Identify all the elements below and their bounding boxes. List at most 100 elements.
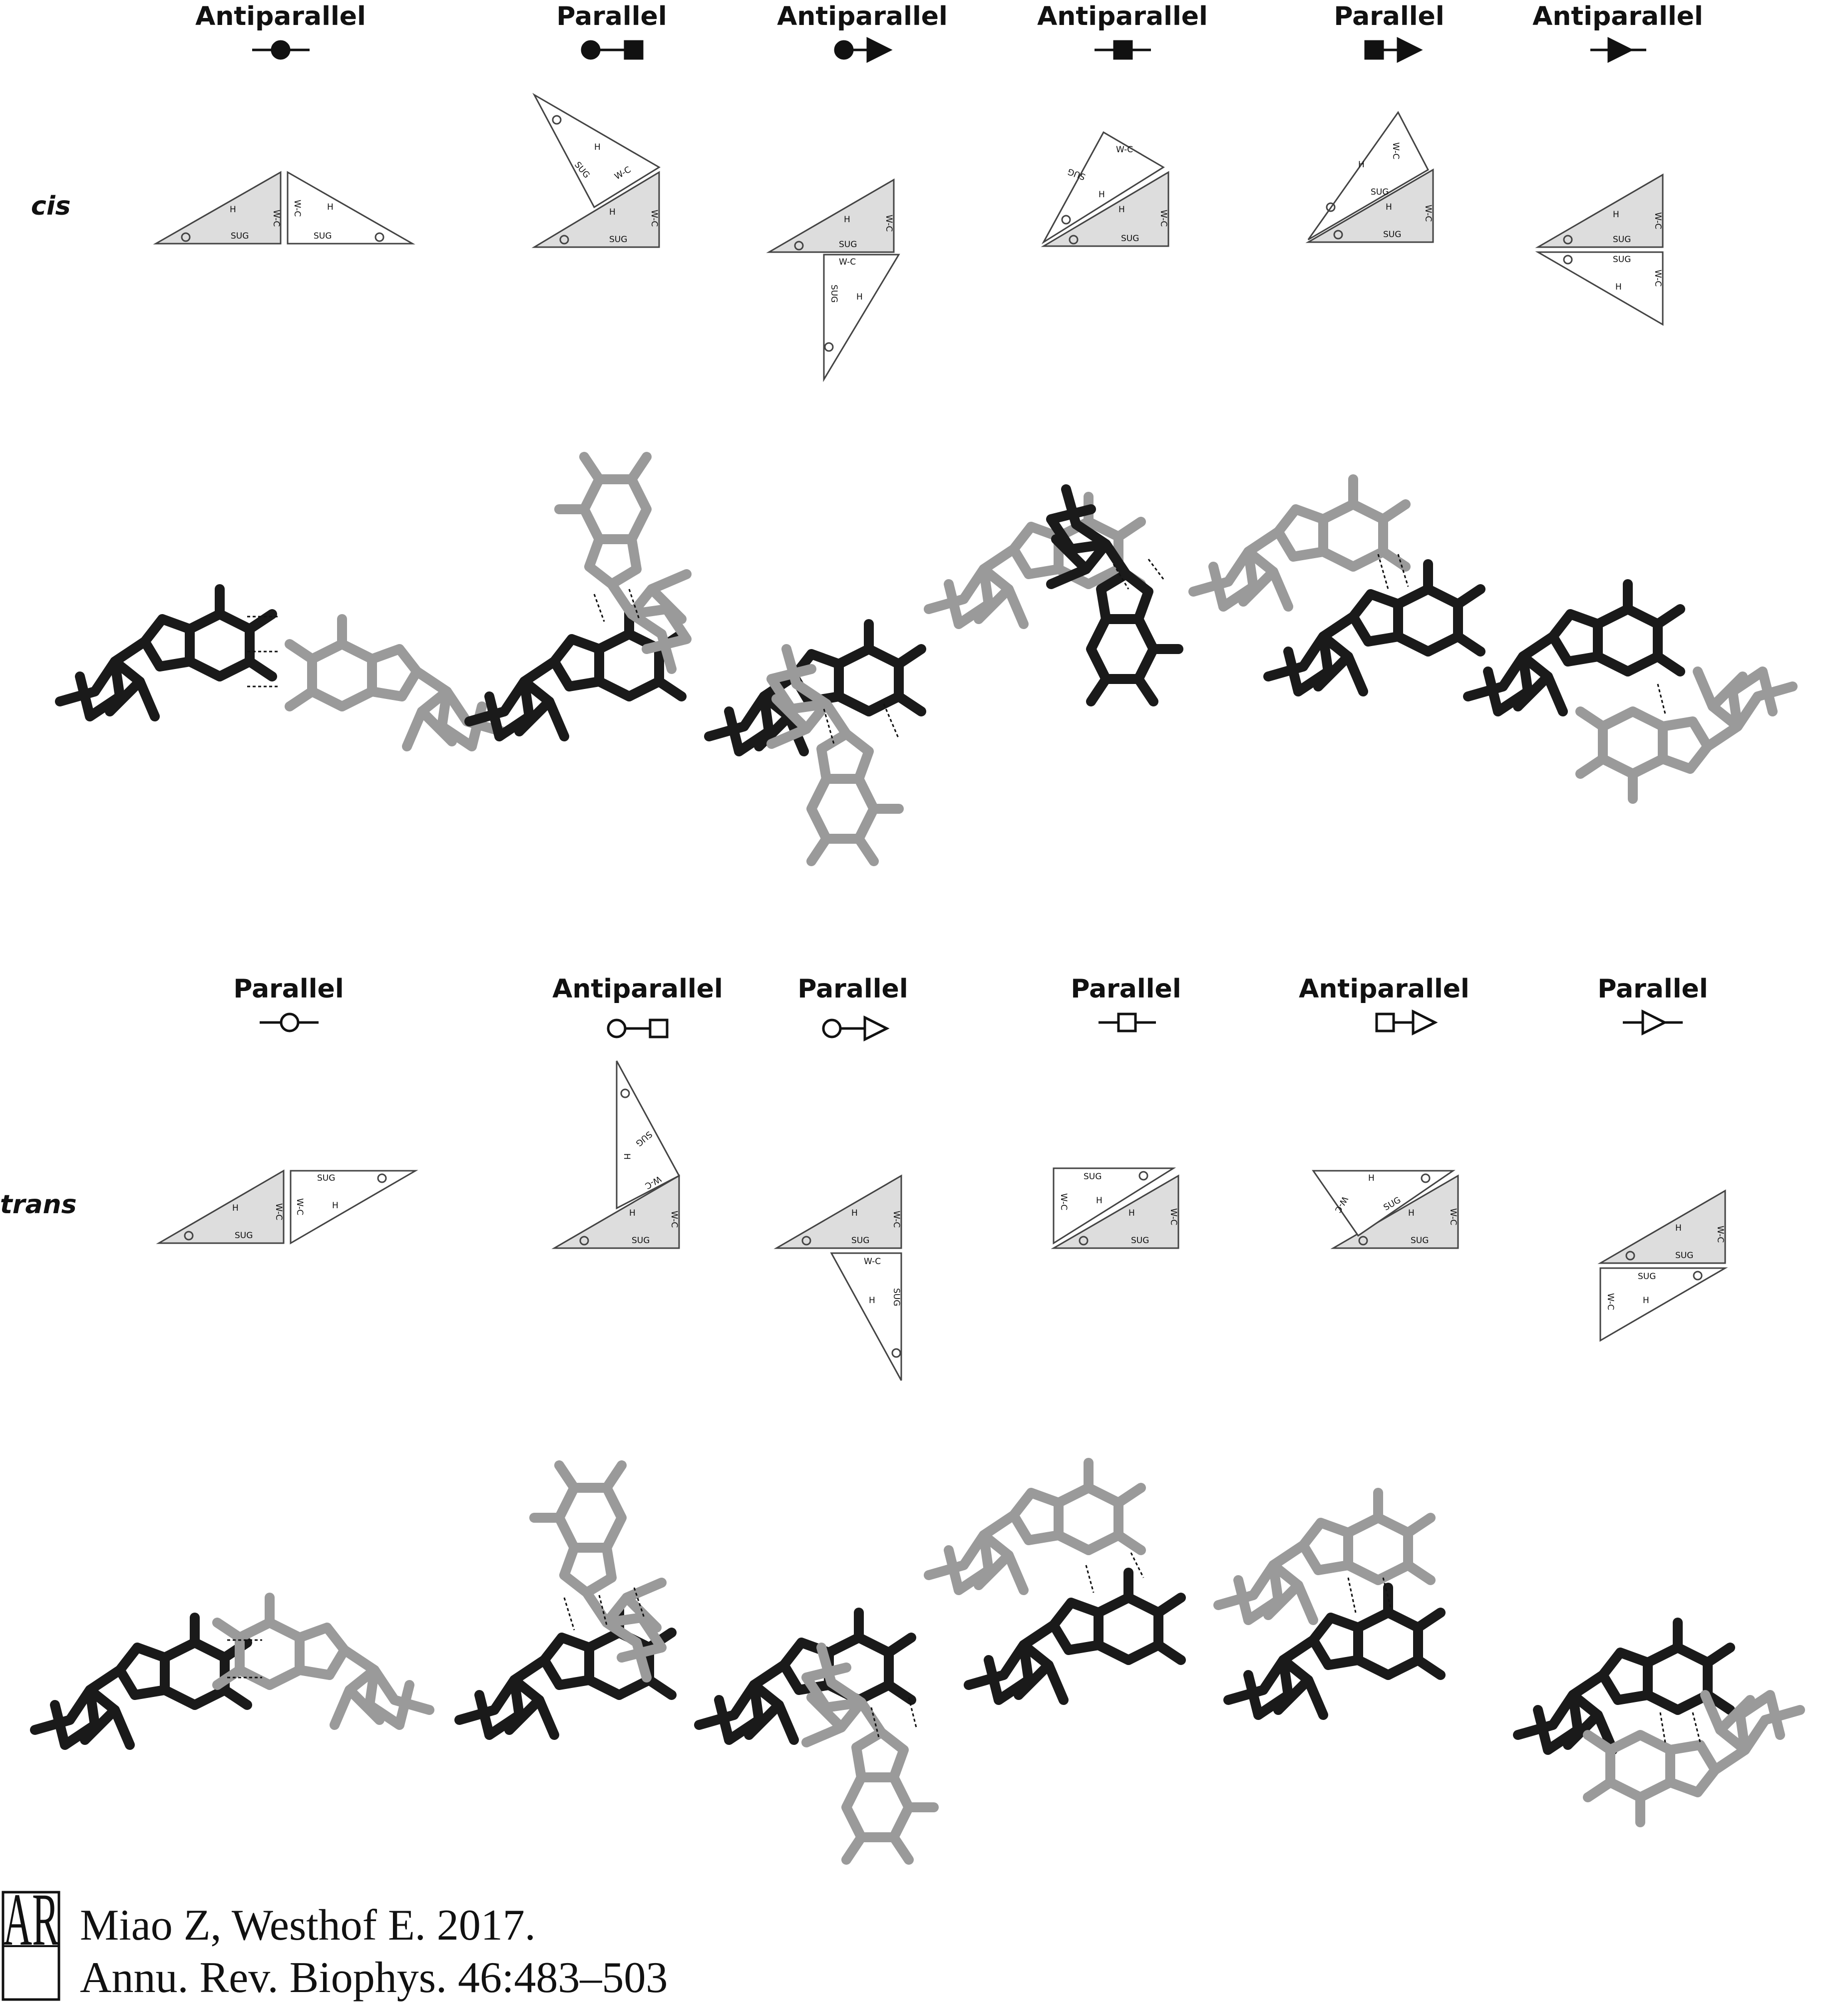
trans-edge-diagram-3: SUG H W-C W-C H SUG: [773, 1174, 902, 1381]
trans-panel-6-orientation: Parallel: [1597, 974, 1708, 1004]
cis-symbol-6: [1590, 36, 1646, 63]
cis-panel-1-orientation: Antiparallel: [195, 1, 366, 31]
svg-text:H: H: [1128, 1208, 1135, 1218]
svg-text:SUG: SUG: [1411, 1236, 1429, 1246]
svg-text:W-C: W-C: [271, 210, 281, 227]
svg-text:W-C: W-C: [1059, 1193, 1069, 1210]
svg-text:H: H: [1613, 210, 1619, 220]
trans-structure-6: [1518, 1623, 1800, 1822]
svg-text:H: H: [869, 1296, 875, 1306]
svg-text:SUG: SUG: [1613, 235, 1631, 245]
svg-text:H: H: [609, 207, 616, 217]
svg-text:H: H: [1675, 1223, 1682, 1233]
trans-panel-3-orientation: Parallel: [797, 974, 908, 1004]
cis-edge-diagram-5: SUG H W-C SUG H W-C: [1305, 111, 1434, 243]
trans-symbol-2: [607, 1018, 669, 1038]
svg-text:SUG: SUG: [314, 231, 332, 241]
cis-symbol-4: [1095, 40, 1151, 60]
svg-text:W-C: W-C: [884, 215, 894, 232]
cis-structure-2: [469, 457, 687, 736]
trans-structure-3: [699, 1613, 934, 1860]
trans-symbol-4: [1099, 1012, 1156, 1032]
svg-text:H: H: [1368, 1173, 1375, 1183]
cis-symbol-1: [252, 40, 310, 60]
svg-text:H: H: [1408, 1208, 1415, 1218]
cis-edge-diagram-6: SUG H W-C SUG H W-C: [1535, 173, 1664, 326]
svg-text:W-C: W-C: [292, 200, 302, 217]
annual-reviews-logo: AR: [1, 1878, 60, 2001]
svg-text:SUG: SUG: [317, 1173, 335, 1183]
trans-edge-diagram-6: SUG H W-C SUG H W-C: [1597, 1189, 1728, 1342]
cis-edge-diagram-2: SUG H W-C SUG H W-C: [531, 93, 661, 248]
svg-text:H: H: [856, 292, 863, 302]
svg-text:H: H: [851, 1208, 858, 1218]
svg-text:H: H: [1118, 205, 1125, 215]
svg-text:SUG: SUG: [891, 1288, 901, 1306]
trans-symbol-6: [1623, 1009, 1683, 1036]
svg-text:W-C: W-C: [669, 1211, 679, 1228]
citation-line-2: Annu. Rev. Biophys. 46:483–503: [80, 1954, 668, 2002]
svg-text:H: H: [1096, 1196, 1103, 1206]
svg-text:H: H: [629, 1208, 636, 1218]
cis-edge-diagram-3: SUG H W-C W-C SUG H: [766, 178, 900, 382]
svg-text:SUG: SUG: [231, 231, 249, 241]
cis-edge-diagram-1: SUG H W-C SUG H W-C: [153, 171, 415, 245]
cis-structure-4: [929, 489, 1178, 701]
cis-edge-diagram-4: SUG H W-C SUG H W-C: [1041, 131, 1169, 247]
svg-text:SUG: SUG: [1084, 1172, 1102, 1182]
trans-edge-diagram-2: SUG H W-C SUG H W-C: [551, 1060, 681, 1249]
trans-panel-5-orientation: Antiparallel: [1299, 974, 1470, 1004]
svg-text:SUG: SUG: [1131, 1236, 1149, 1246]
trans-edge-diagram-5: SUG H W-C H SUG W-C: [1312, 1170, 1459, 1249]
cis-panel-2-orientation: Parallel: [556, 1, 667, 31]
svg-text:H: H: [1615, 282, 1622, 292]
svg-text:SUG: SUG: [1613, 255, 1631, 265]
svg-text:W-C: W-C: [1391, 142, 1401, 159]
citation-line-1: Miao Z, Westhof E. 2017.: [80, 1901, 536, 1950]
trans-symbol-1: [260, 1012, 319, 1032]
trans-structure-2: [459, 1465, 672, 1735]
trans-structure-5: [1218, 1493, 1441, 1715]
svg-text:SUG: SUG: [632, 1236, 650, 1246]
cis-panel-6-orientation: Antiparallel: [1532, 1, 1703, 31]
svg-text:SUG: SUG: [1638, 1272, 1656, 1282]
svg-text:W-C: W-C: [1653, 212, 1663, 229]
svg-text:W-C: W-C: [891, 1211, 901, 1228]
svg-text:H: H: [232, 1203, 239, 1213]
trans-panel-2-orientation: Antiparallel: [552, 974, 723, 1004]
svg-text:W-C: W-C: [295, 1198, 305, 1215]
svg-text:SUG: SUG: [851, 1236, 869, 1246]
svg-text:H: H: [1643, 1296, 1649, 1306]
trans-symbol-3: [822, 1015, 890, 1042]
cis-symbol-2: [581, 40, 644, 60]
svg-text:H: H: [622, 1153, 632, 1160]
svg-text:W-C: W-C: [864, 1257, 881, 1267]
svg-text:W-C: W-C: [1116, 145, 1133, 155]
svg-text:W-C: W-C: [1653, 270, 1663, 287]
svg-text:SUG: SUG: [1675, 1251, 1693, 1261]
svg-text:W-C: W-C: [839, 257, 856, 267]
svg-text:SUG: SUG: [235, 1231, 253, 1241]
trans-edge-diagram-4: SUG H W-C SUG H W-C: [1051, 1167, 1179, 1249]
svg-text:SUG: SUG: [609, 235, 627, 245]
svg-text:W-C: W-C: [649, 210, 659, 227]
svg-text:H: H: [1099, 190, 1105, 200]
trans-panel-1-orientation: Parallel: [233, 974, 344, 1004]
cis-structure-6: [1468, 584, 1793, 799]
cis-structure-5: [1193, 479, 1480, 691]
svg-text:H: H: [594, 142, 601, 152]
cis-structure-3: [709, 624, 921, 861]
svg-text:W-C: W-C: [1168, 1208, 1178, 1225]
svg-text:H: H: [332, 1201, 339, 1211]
svg-text:SUG: SUG: [1383, 230, 1401, 240]
svg-text:W-C: W-C: [1448, 1208, 1458, 1225]
svg-text:W-C: W-C: [1158, 210, 1168, 227]
trans-structure-1: [35, 1598, 429, 1745]
trans-edge-diagram-1: SUG H W-C SUG H W-C: [156, 1169, 418, 1245]
cis-symbol-5: [1364, 36, 1423, 63]
svg-text:SUG: SUG: [1371, 187, 1389, 197]
trans-structure-4: [929, 1463, 1181, 1700]
trans-panel-4-orientation: Parallel: [1071, 974, 1181, 1004]
svg-text:W-C: W-C: [274, 1203, 284, 1220]
